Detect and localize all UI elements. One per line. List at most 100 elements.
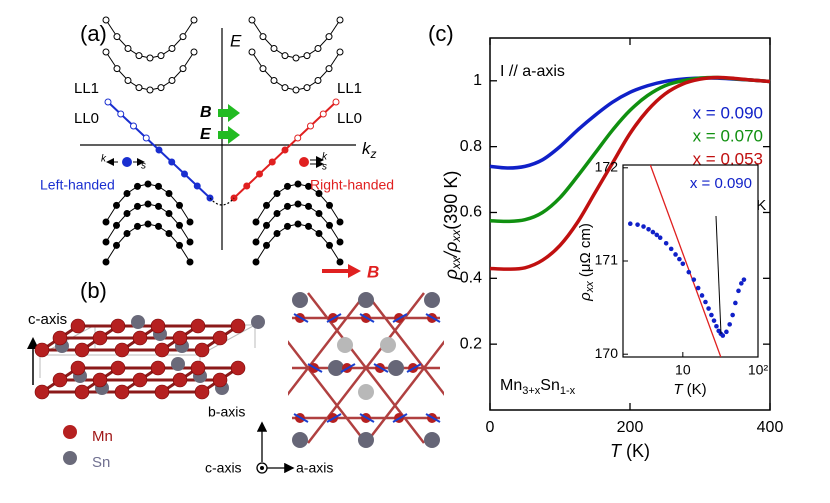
level-dot (124, 45, 132, 52)
level-dot (113, 33, 121, 41)
level-dot (123, 230, 131, 237)
level-dot (113, 221, 120, 229)
spin-arrow (293, 413, 309, 423)
level-dot (102, 238, 110, 246)
level-dot (155, 222, 162, 230)
y-axis-part: ρ (577, 292, 594, 302)
level-dot (305, 182, 312, 190)
y-axis-label: ρxx/ρxx(390 K) (441, 171, 463, 281)
legend-mn (63, 425, 77, 439)
y-tick-label: 1 (473, 72, 482, 89)
data-point (646, 227, 651, 232)
level-dot (307, 122, 314, 130)
level-dot (325, 33, 333, 41)
field-arrow (218, 126, 240, 144)
data-point (727, 322, 732, 327)
level-dot (102, 48, 110, 56)
mn-atom (70, 360, 86, 376)
level-label: LL1 (74, 80, 99, 97)
mn-atom (194, 342, 210, 358)
spin-arrow (326, 313, 342, 323)
chirality-label: Right-handed (310, 177, 394, 193)
field-label: B (367, 262, 379, 281)
data-point (657, 235, 663, 240)
mn-atom (150, 360, 166, 376)
level-dot (104, 98, 112, 106)
level-dot (281, 52, 289, 60)
level-dot (305, 202, 312, 210)
panel-label: (a) (80, 21, 107, 46)
x-tick-label: 400 (757, 419, 784, 436)
y-axis-part: /ρ (441, 242, 461, 259)
compound-label: Mn3+xSn1-x (500, 377, 576, 397)
mn-atom (132, 372, 148, 388)
level-dot (273, 190, 281, 197)
level-dot (102, 218, 110, 226)
mn-atom (150, 318, 166, 334)
data-point (730, 312, 735, 318)
level-dot (325, 65, 333, 73)
level-dot (294, 200, 302, 208)
spin-arrow (373, 363, 389, 373)
level-dot (294, 220, 302, 228)
panel-label: (b) (80, 278, 107, 303)
level-dot (294, 134, 302, 142)
spin-arrow (293, 313, 309, 323)
inset-y-tick-label: 170 (595, 345, 619, 361)
x-axis-unit: (K) (683, 381, 707, 398)
level-dot (336, 48, 344, 56)
mn-atom (114, 384, 130, 400)
data-point (739, 281, 744, 286)
axis-label: b-axis (208, 404, 245, 420)
sn-atom (388, 360, 404, 376)
fit-line (649, 165, 722, 357)
level-dot (336, 238, 344, 246)
level-dot (190, 16, 198, 24)
inset-x-tick-label: 10² (748, 362, 769, 378)
level-dot (165, 230, 173, 237)
spin-ball (299, 157, 309, 167)
level-dot (259, 65, 267, 73)
spin-arrow (326, 413, 342, 423)
level-dot (326, 221, 333, 229)
field-label: E (200, 126, 212, 143)
axis-label-sub: z (370, 147, 377, 161)
sn-atom (424, 292, 440, 308)
kagome-bond (365, 292, 444, 396)
compound-sub: 1-x (560, 385, 576, 397)
compound-sub: 3+x (522, 385, 541, 397)
level-dot (319, 110, 327, 118)
level-dot (336, 16, 344, 24)
data-point (668, 246, 674, 252)
level-dot (165, 210, 173, 217)
spin-label: s (141, 161, 146, 172)
level-dot (168, 45, 176, 52)
y-axis-sub: xx (584, 281, 596, 294)
axis-label: c-axis (28, 311, 67, 328)
legend-label: x = 0.053 (693, 149, 763, 168)
level-dot (252, 218, 260, 226)
data-point (654, 232, 660, 238)
compound-part: Sn (540, 377, 560, 394)
mn-atom (34, 342, 50, 358)
chiral-gap (209, 197, 235, 206)
mn-atom (230, 318, 246, 334)
axis-label: c-axis (205, 460, 242, 476)
level-dot (155, 202, 162, 210)
level-dot (336, 258, 344, 266)
y-tick-label: 0.4 (460, 270, 482, 287)
mn-atom (172, 372, 188, 388)
legend-sn (63, 451, 77, 465)
level-dot (134, 202, 141, 210)
axis-label-main: k (362, 139, 372, 158)
annotation-pointer (715, 215, 722, 335)
level-dot (315, 210, 323, 217)
mn-atom (212, 372, 228, 388)
level-dot (303, 84, 311, 92)
spin-arrow (392, 313, 408, 323)
mn-atom (52, 372, 68, 388)
mn-atom (172, 330, 188, 346)
level-dot (134, 222, 141, 230)
level-dot (157, 52, 165, 60)
